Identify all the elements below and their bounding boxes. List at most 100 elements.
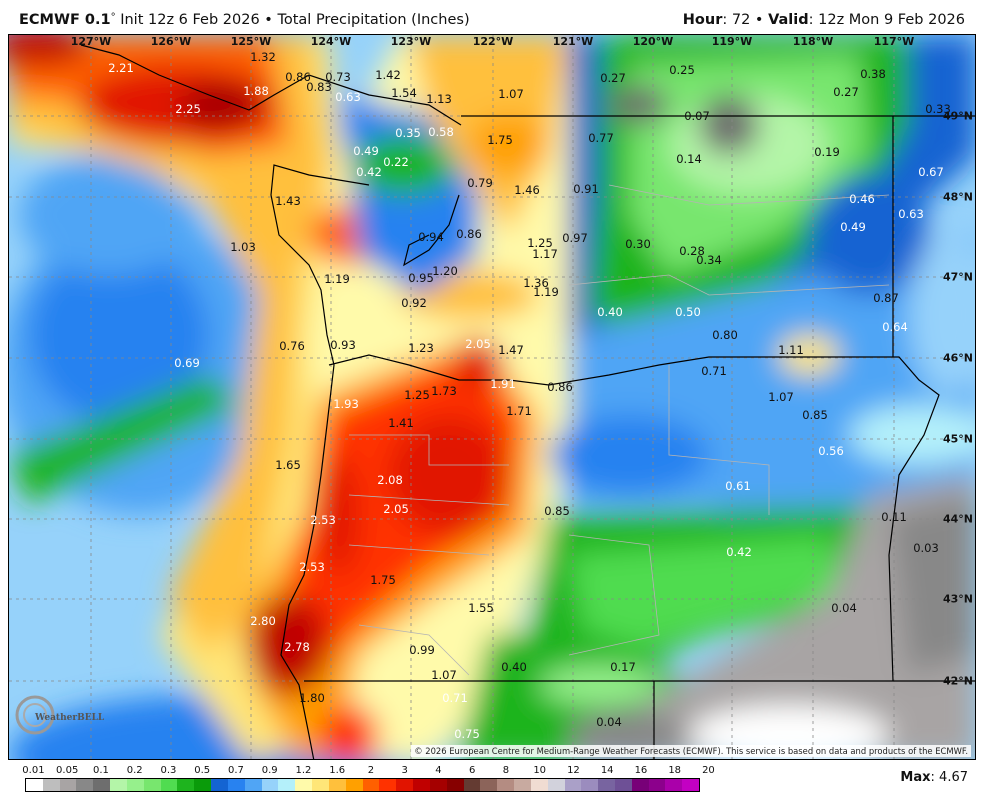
precip-value-label: 0.35 — [395, 126, 421, 140]
precip-value-label: 0.30 — [625, 237, 651, 251]
colorbar-swatch — [598, 779, 615, 791]
precip-value-label: 0.56 — [818, 444, 844, 458]
precip-value-label: 0.33 — [925, 102, 951, 116]
precip-value-label: 2.80 — [250, 614, 276, 628]
longitude-label: 127°W — [70, 35, 112, 48]
colorbar-swatch — [76, 779, 94, 791]
longitude-label: 121°W — [552, 35, 594, 48]
colorbar-label: 12 — [567, 765, 580, 776]
longitude-label: 124°W — [310, 35, 352, 48]
colorbar-label: 1.6 — [329, 765, 346, 776]
precip-field — [9, 35, 975, 759]
precip-value-label: 0.04 — [596, 715, 622, 729]
colorbar-swatch — [497, 779, 515, 791]
precip-value-label: 0.95 — [408, 271, 434, 285]
colorbar-swatch — [312, 779, 329, 791]
hour-value: : 72 • — [722, 12, 769, 28]
colorbar-swatch — [413, 779, 430, 791]
colorbar — [25, 778, 700, 792]
precip-value-label: 1.91 — [490, 377, 516, 391]
precip-value-label: 0.77 — [588, 131, 614, 145]
precip-value-label: 0.79 — [467, 176, 493, 190]
colorbar-swatch — [278, 779, 296, 791]
weatherbell-logo: WeatherBELL — [13, 691, 105, 735]
precip-value-label: 0.42 — [726, 545, 752, 559]
max-number: : 4.67 — [930, 770, 968, 785]
precip-value-label: 0.75 — [454, 727, 480, 741]
colorbar-label: 0.05 — [56, 765, 79, 776]
precip-value-label: 0.85 — [544, 504, 570, 518]
colorbar-swatch — [345, 779, 363, 791]
colorbar-swatch — [396, 779, 414, 791]
max-value: Max: 4.67 — [900, 770, 968, 785]
precip-value-label: 0.40 — [501, 660, 527, 674]
precip-value-label: 0.67 — [918, 165, 944, 179]
colorbar-label: 3 — [401, 765, 408, 776]
precip-value-label: 1.17 — [532, 247, 558, 261]
precip-value-label: 1.71 — [506, 404, 532, 418]
logo-text: WeatherBELL — [35, 713, 105, 723]
colorbar-label: 0.2 — [126, 765, 143, 776]
precip-value-label: 0.11 — [881, 510, 907, 524]
longitude-label: 122°W — [472, 35, 514, 48]
valid-value: : 12z Mon 9 Feb 2026 — [808, 12, 965, 28]
precip-value-label: 1.47 — [498, 343, 524, 357]
precip-value-label: 1.11 — [778, 343, 804, 357]
precip-value-label: 1.73 — [431, 384, 457, 398]
init-text: Init 12z 6 Feb 2026 • Total Precipitatio… — [115, 12, 470, 28]
latitude-label: 43°N — [942, 592, 973, 606]
valid-label: Valid — [768, 12, 809, 28]
colorbar-swatch — [480, 779, 498, 791]
copyright-notice: © 2026 European Centre for Medium-Range … — [411, 745, 971, 757]
boundaries — [80, 44, 975, 759]
precip-value-label: 0.99 — [409, 643, 435, 657]
logo-swirl-icon — [15, 695, 55, 735]
precip-value-label: 1.20 — [432, 264, 458, 278]
colorbar-label: 0.7 — [227, 765, 244, 776]
colorbar-label: 1.2 — [295, 765, 312, 776]
precip-value-label: 1.88 — [243, 84, 269, 98]
latitude-label: 45°N — [942, 432, 973, 446]
longitude-label: 118°W — [792, 35, 834, 48]
precip-value-label: 0.71 — [442, 691, 468, 705]
precip-value-label: 0.25 — [669, 63, 695, 77]
colorbar-swatch — [648, 779, 666, 791]
precip-value-label: 1.41 — [388, 416, 414, 430]
precip-value-label: 0.86 — [285, 70, 311, 84]
precip-value-label: 2.25 — [175, 102, 201, 116]
colorbar-swatch — [429, 779, 447, 791]
precip-value-label: 1.75 — [487, 133, 513, 147]
colorbar-label: 0.01 — [22, 765, 45, 776]
precip-value-label: 1.54 — [391, 86, 417, 100]
colorbar-label: 16 — [634, 765, 648, 776]
precip-value-label: 0.34 — [696, 253, 722, 267]
precip-value-label: 0.63 — [898, 207, 924, 221]
colorbar-swatch — [362, 779, 380, 791]
latitude-label: 46°N — [942, 351, 973, 365]
latitude-label: 42°N — [942, 674, 973, 688]
max-label: Max — [900, 770, 931, 785]
colorbar-label: 20 — [702, 765, 715, 776]
colorbar-swatch — [93, 779, 111, 791]
precip-value-label: 1.19 — [324, 272, 350, 286]
precip-value-label: 0.28 — [679, 244, 705, 258]
precip-value-label: 0.85 — [802, 408, 828, 422]
colorbar-swatch — [59, 779, 77, 791]
precip-value-label: 0.87 — [873, 291, 899, 305]
precip-value-label: 0.38 — [860, 67, 886, 81]
colorbar-label: 8 — [502, 765, 510, 776]
precip-value-label: 0.07 — [684, 109, 710, 123]
precip-value-label: 0.27 — [600, 71, 626, 85]
colorbar-swatch — [143, 779, 161, 791]
colorbar-swatch — [295, 779, 313, 791]
colorbar-swatch — [328, 779, 346, 791]
colorbar-swatch — [682, 779, 700, 791]
colorbar-swatch — [463, 779, 481, 791]
latitude-label: 47°N — [942, 270, 973, 284]
precip-value-label: 1.25 — [404, 388, 430, 402]
precip-value-label: 2.78 — [284, 640, 310, 654]
precip-value-label: 1.07 — [768, 390, 794, 404]
colorbar-label: 2 — [367, 765, 375, 776]
colorbar-swatch — [514, 779, 531, 791]
precip-value-label: 0.49 — [353, 144, 379, 158]
